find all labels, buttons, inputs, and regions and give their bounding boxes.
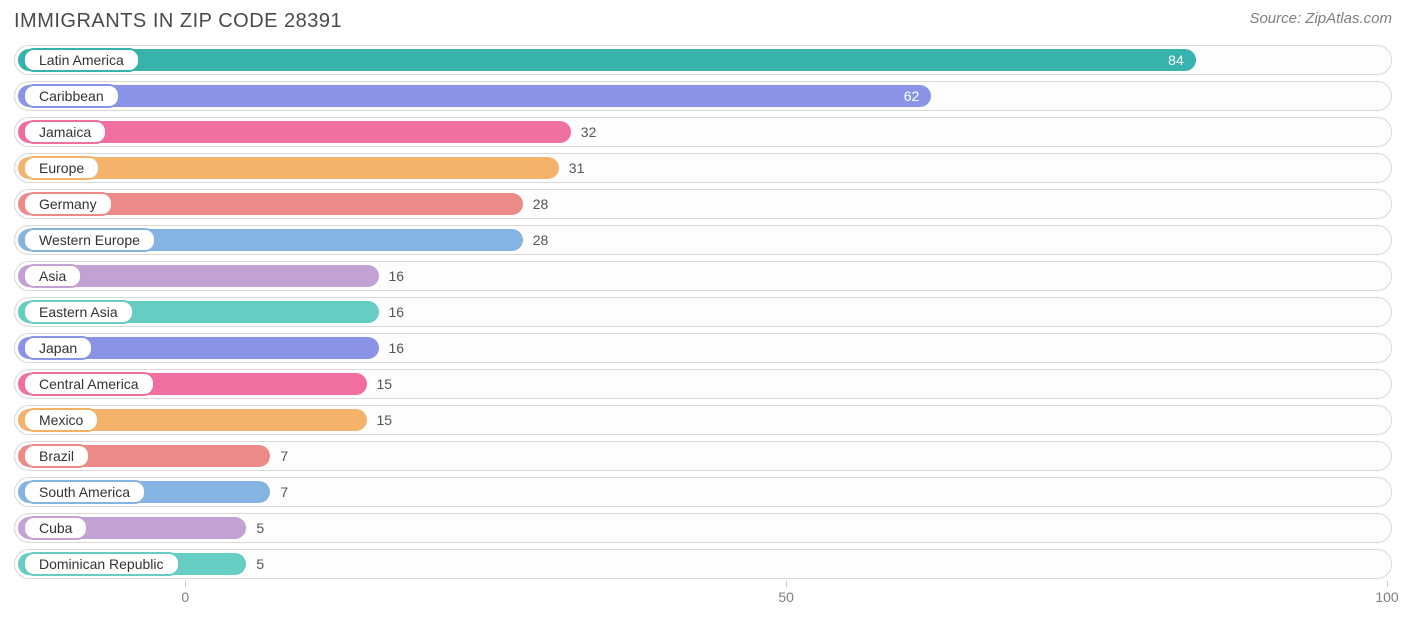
- bar-row: Western Europe 28: [14, 225, 1392, 255]
- bar-value: 5: [256, 556, 264, 572]
- axis-tick-line: [185, 581, 186, 587]
- bar-label: Asia: [23, 264, 82, 288]
- bar-label: Eastern Asia: [23, 300, 134, 324]
- bar-value: 15: [377, 376, 393, 392]
- bar-label: South America: [23, 480, 146, 504]
- x-axis: 050100: [14, 585, 1392, 609]
- bar-fill: [18, 85, 931, 107]
- bar-row: Europe 31: [14, 153, 1392, 183]
- chart-title: IMMIGRANTS IN ZIP CODE 28391: [14, 10, 342, 33]
- bar-label: Brazil: [23, 444, 90, 468]
- bar-value: 16: [389, 304, 405, 320]
- bar-value: 32: [581, 124, 597, 140]
- bar-value: 7: [280, 448, 288, 464]
- bar-value: 31: [569, 160, 585, 176]
- bar-value: 7: [280, 484, 288, 500]
- bar-row: Cuba 5: [14, 513, 1392, 543]
- bar-label: Germany: [23, 192, 113, 216]
- bar-row: Central America 15: [14, 369, 1392, 399]
- bar-row: Asia 16: [14, 261, 1392, 291]
- axis-tick-label: 50: [778, 589, 794, 605]
- bar-row: Caribbean 62: [14, 81, 1392, 111]
- bar-value: 62: [904, 88, 920, 104]
- bar-label: Europe: [23, 156, 100, 180]
- bar-label: Western Europe: [23, 228, 156, 252]
- chart-area: Latin America 84 Caribbean 62 Jamaica 32 Europ…: [14, 45, 1392, 579]
- bar-value: 28: [533, 232, 549, 248]
- bar-label: Jamaica: [23, 120, 107, 144]
- chart-source: Source: ZipAtlas.com: [1249, 10, 1392, 27]
- bar-value: 28: [533, 196, 549, 212]
- bar-row: Latin America 84: [14, 45, 1392, 75]
- axis-tick-line: [1387, 581, 1388, 587]
- axis-tick-label: 0: [181, 589, 189, 605]
- axis-tick-line: [786, 581, 787, 587]
- bar-row: Jamaica 32: [14, 117, 1392, 147]
- bar-label: Cuba: [23, 516, 88, 540]
- chart-header: IMMIGRANTS IN ZIP CODE 28391 Source: Zip…: [14, 10, 1392, 33]
- bar-row: Dominican Republic 5: [14, 549, 1392, 579]
- bar-value: 16: [389, 340, 405, 356]
- bar-label: Caribbean: [23, 84, 120, 108]
- bar-row: South America 7: [14, 477, 1392, 507]
- bar-label: Dominican Republic: [23, 552, 180, 576]
- bar-value: 15: [377, 412, 393, 428]
- bar-label: Latin America: [23, 48, 140, 72]
- bar-fill: [18, 49, 1196, 71]
- bar-row: Brazil 7: [14, 441, 1392, 471]
- bar-label: Central America: [23, 372, 155, 396]
- bar-row: Japan 16: [14, 333, 1392, 363]
- bar-label: Japan: [23, 336, 93, 360]
- bar-row: Mexico 15: [14, 405, 1392, 435]
- axis-tick-label: 100: [1375, 589, 1398, 605]
- bar-value: 16: [389, 268, 405, 284]
- bar-row: Germany 28: [14, 189, 1392, 219]
- bar-row: Eastern Asia 16: [14, 297, 1392, 327]
- bar-value: 84: [1168, 52, 1184, 68]
- bar-value: 5: [256, 520, 264, 536]
- bar-label: Mexico: [23, 408, 99, 432]
